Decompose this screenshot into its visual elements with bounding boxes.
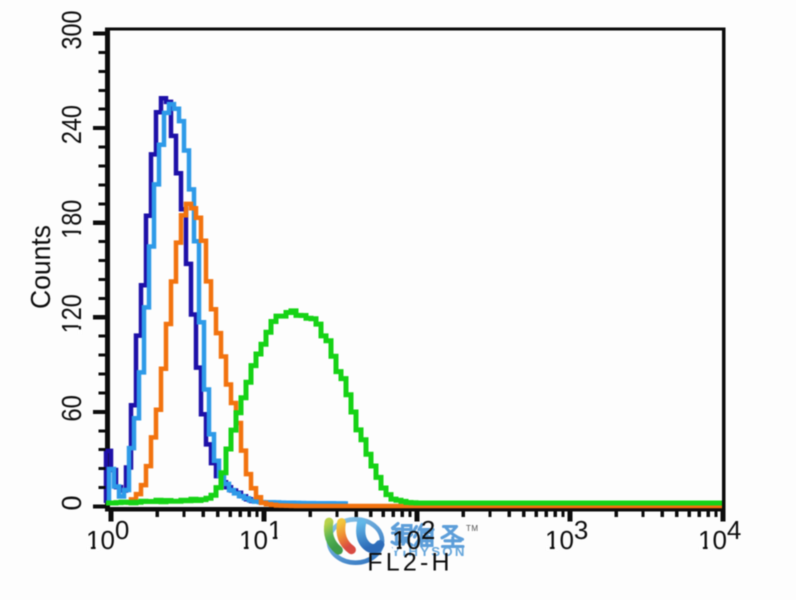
svg-text:0: 0	[56, 496, 87, 511]
svg-text:104: 104	[698, 515, 741, 555]
svg-text:240: 240	[56, 105, 87, 144]
svg-text:101: 101	[239, 515, 282, 555]
svg-text:YIHYSON: YIHYSON	[391, 544, 466, 559]
svg-text:60: 60	[56, 395, 87, 422]
svg-text:103: 103	[545, 515, 588, 555]
svg-text:TM: TM	[466, 524, 479, 533]
svg-text:Counts: Counts	[25, 225, 56, 309]
svg-text:100: 100	[86, 515, 129, 555]
svg-text:300: 300	[56, 11, 87, 50]
svg-text:180: 180	[56, 200, 87, 239]
svg-text:120: 120	[56, 294, 87, 333]
svg-text:FL2-H: FL2-H	[367, 549, 452, 577]
